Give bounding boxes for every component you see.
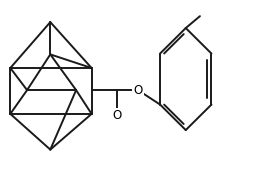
Text: O: O xyxy=(113,109,122,122)
Text: O: O xyxy=(133,84,143,97)
